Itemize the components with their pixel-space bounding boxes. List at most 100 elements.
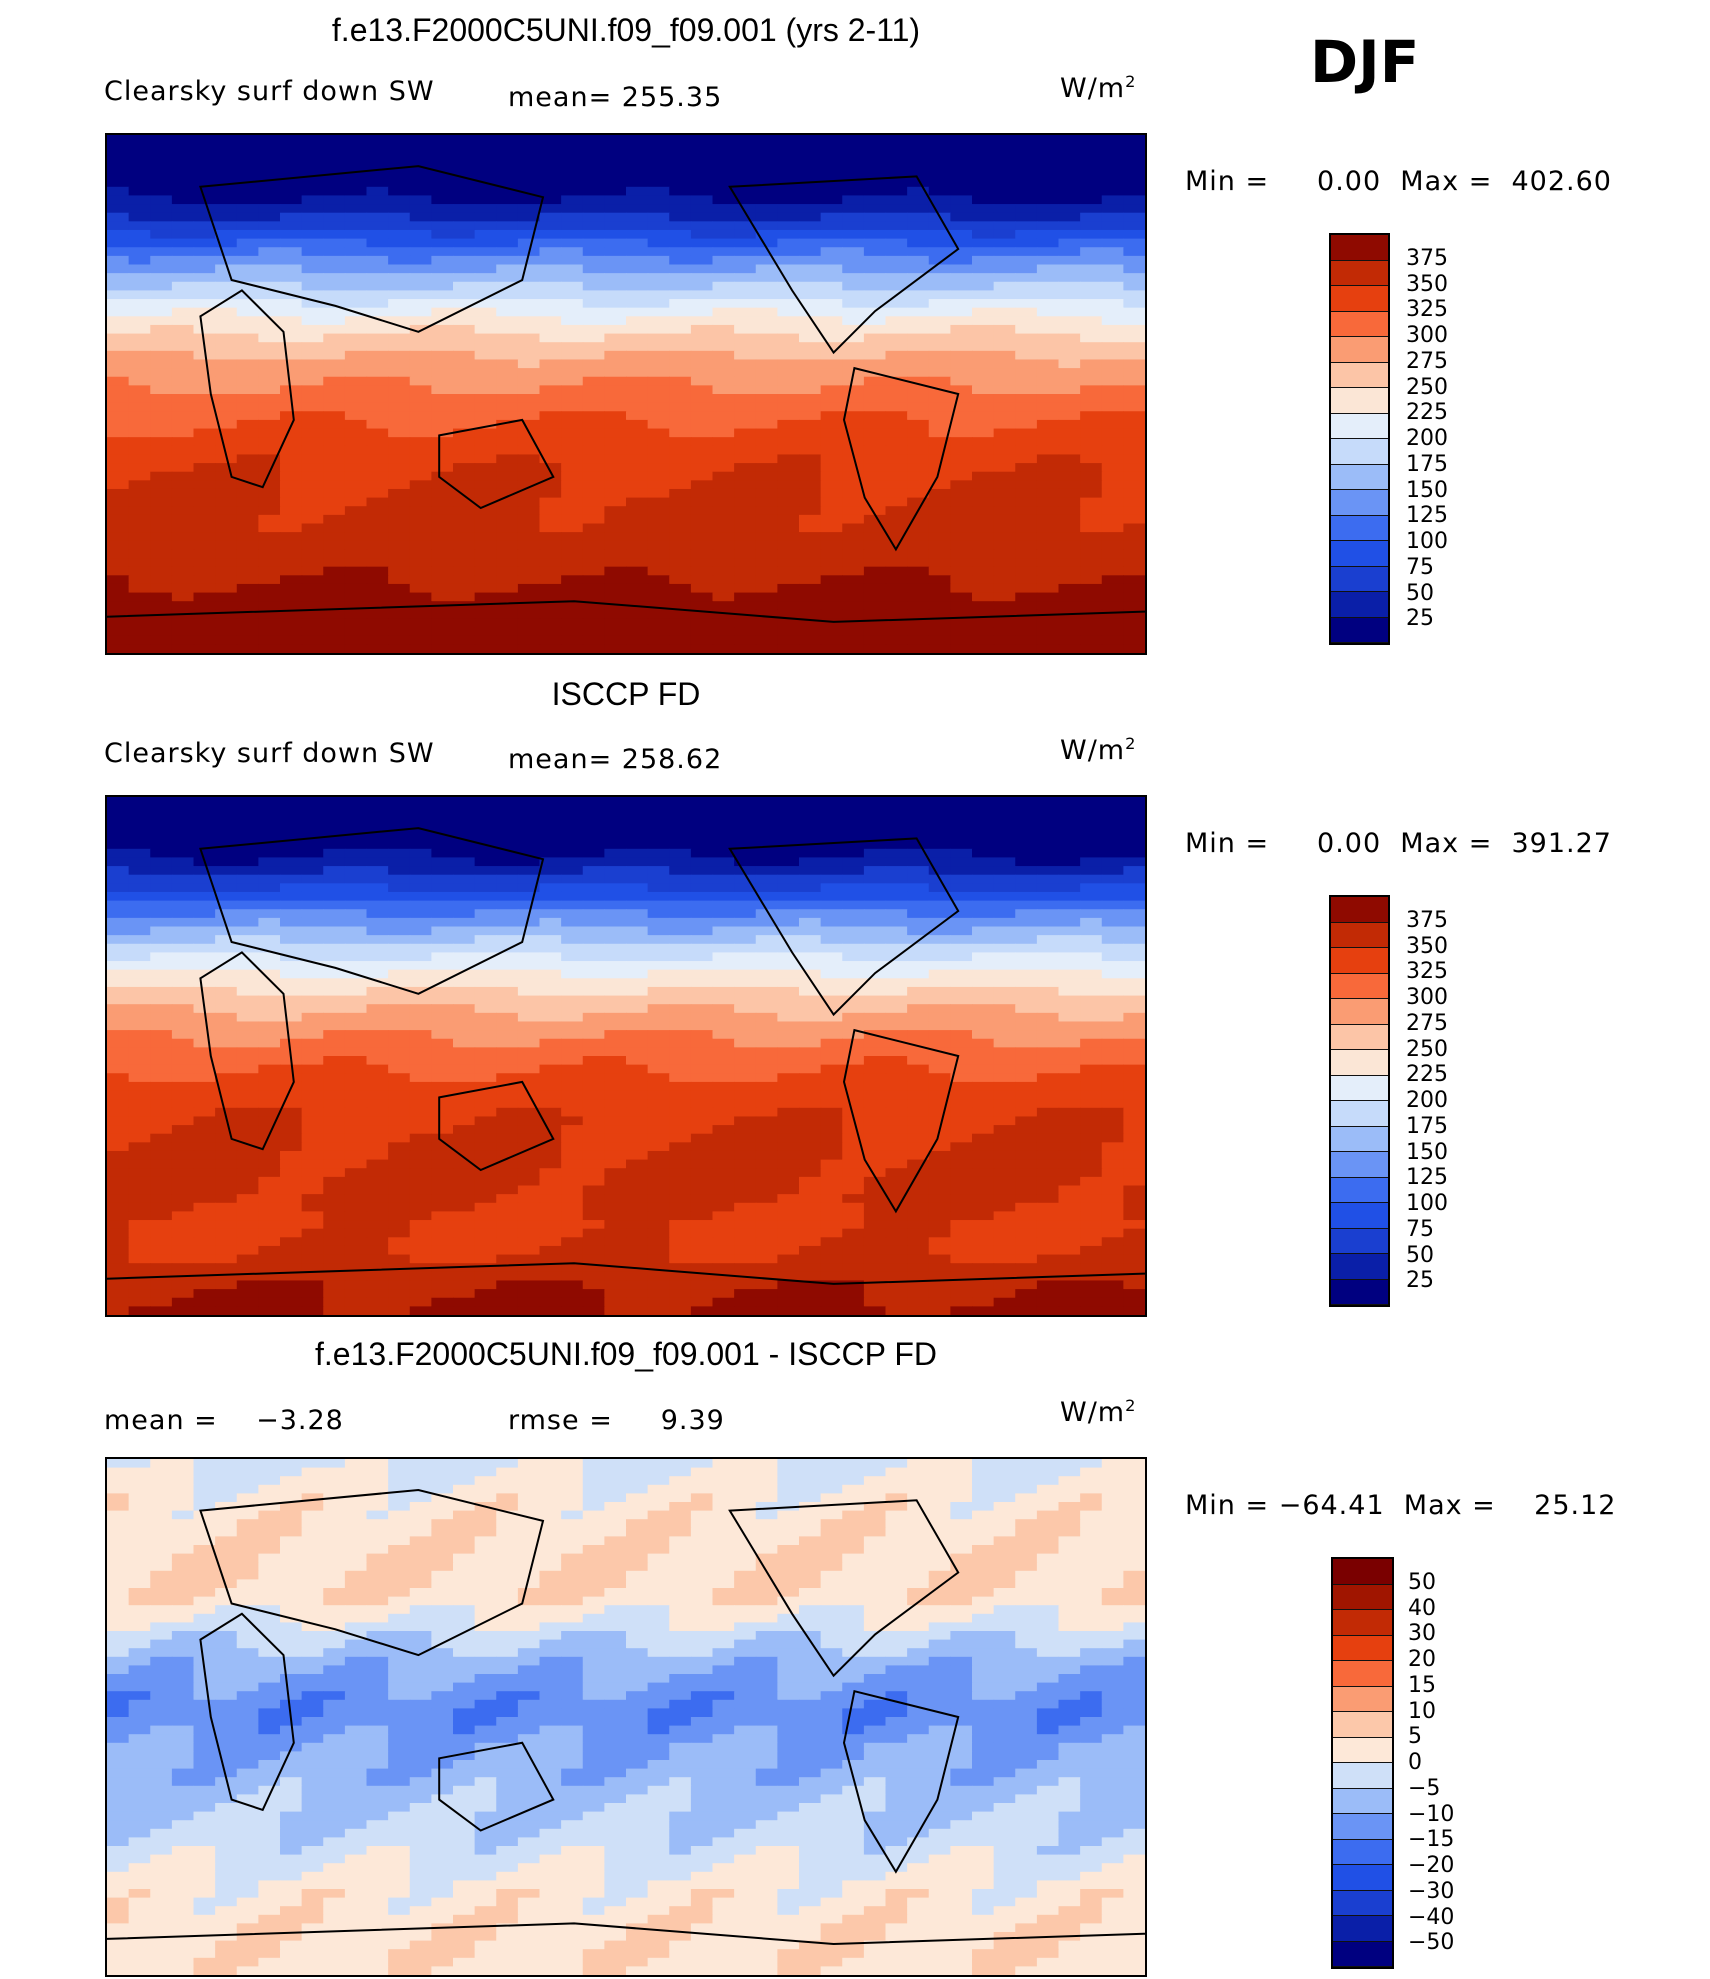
heatmap-cell xyxy=(582,575,605,585)
heatmap-cell xyxy=(496,299,519,309)
heatmap-cell xyxy=(150,1116,173,1126)
heatmap-cell xyxy=(863,212,887,222)
heatmap-cell xyxy=(236,1090,259,1100)
heatmap-cell xyxy=(626,1021,649,1031)
heatmap-cell xyxy=(539,454,562,464)
heatmap-cell xyxy=(280,978,303,988)
heatmap-cell xyxy=(582,532,605,542)
heatmap-cell xyxy=(301,583,324,594)
heatmap-cell xyxy=(755,627,778,637)
heatmap-cell xyxy=(323,1099,346,1109)
heatmap-cell xyxy=(517,1142,541,1152)
heatmap-cell xyxy=(496,1038,519,1048)
heatmap-cell xyxy=(734,797,757,807)
heatmap-cell xyxy=(604,152,627,162)
heatmap-cell xyxy=(734,376,757,386)
heatmap-cell xyxy=(344,1142,368,1152)
heatmap-cell xyxy=(1036,857,1060,867)
heatmap-cell xyxy=(777,290,800,300)
heatmap-cell xyxy=(1101,831,1124,841)
heatmap-cell xyxy=(690,866,714,876)
heatmap-cell xyxy=(1080,831,1103,841)
heatmap-cell xyxy=(755,961,778,971)
heatmap-cell xyxy=(171,273,195,283)
heatmap-cell xyxy=(496,471,519,481)
heatmap-cell xyxy=(755,471,778,481)
heatmap-cell xyxy=(236,805,259,815)
heatmap-cell xyxy=(193,627,216,637)
heatmap-cell xyxy=(409,644,432,653)
heatmap-cell xyxy=(820,917,843,928)
heatmap-cell xyxy=(1015,307,1038,317)
heatmap-cell xyxy=(517,986,541,997)
heatmap-cell xyxy=(323,797,346,807)
heatmap-cell xyxy=(1058,506,1081,516)
heatmap-cell xyxy=(453,135,476,145)
heatmap-cell xyxy=(734,583,757,594)
heatmap-cell xyxy=(690,900,714,910)
heatmap-cell xyxy=(885,247,908,257)
heatmap-cell xyxy=(626,497,649,507)
heatmap-cell xyxy=(1058,169,1081,179)
heatmap-cell xyxy=(496,635,519,645)
heatmap-cell xyxy=(517,506,541,516)
heatmap-cell xyxy=(885,273,908,283)
heatmap-cell xyxy=(236,532,259,542)
heatmap-cell xyxy=(431,247,454,257)
heatmap-cell xyxy=(626,618,649,628)
heatmap-cell xyxy=(842,635,865,645)
heatmap-cell xyxy=(755,419,778,430)
heatmap-cell xyxy=(1058,549,1081,559)
heatmap-cell xyxy=(863,575,887,585)
heatmap-cell xyxy=(366,394,389,404)
heatmap-cell xyxy=(344,281,368,291)
heatmap-cell xyxy=(323,316,346,326)
heatmap-cell xyxy=(258,506,281,516)
heatmap-cell xyxy=(777,917,800,928)
heatmap-cell xyxy=(453,583,476,594)
heatmap-cell xyxy=(972,1030,995,1040)
heatmap-cell xyxy=(690,1099,714,1109)
heatmap-cell xyxy=(863,797,887,807)
heatmap-cell xyxy=(323,1107,346,1118)
heatmap-cell xyxy=(517,814,541,824)
heatmap-cell xyxy=(128,152,151,162)
heatmap-cell xyxy=(301,255,324,266)
heatmap-cell xyxy=(972,169,995,179)
heatmap-cell xyxy=(453,247,476,257)
heatmap-cell xyxy=(690,152,714,162)
panel-1-units: W/m2 xyxy=(1060,72,1137,104)
heatmap-cell xyxy=(171,514,195,525)
heatmap-cell xyxy=(1058,995,1081,1005)
heatmap-cell xyxy=(323,874,346,884)
colorbar-segment xyxy=(1331,311,1388,337)
heatmap-cell xyxy=(1058,471,1081,481)
heatmap-cell xyxy=(820,135,843,145)
heatmap-cell xyxy=(993,1038,1016,1048)
heatmap-cell xyxy=(820,402,843,412)
heatmap-cell xyxy=(215,1142,238,1152)
heatmap-cell xyxy=(928,1090,951,1100)
heatmap-cell xyxy=(755,178,778,188)
heatmap-cell xyxy=(604,186,627,197)
heatmap-cell xyxy=(734,419,757,430)
heatmap-cell xyxy=(1036,926,1060,936)
heatmap-cell xyxy=(561,290,584,300)
heatmap-cell xyxy=(301,601,324,611)
heatmap-cell xyxy=(1101,814,1124,824)
heatmap-cell xyxy=(777,463,800,473)
heatmap-cell xyxy=(972,229,995,240)
heatmap-cell xyxy=(885,1056,908,1066)
heatmap-cell xyxy=(755,1056,778,1066)
heatmap-cell xyxy=(993,307,1016,317)
heatmap-cell xyxy=(950,609,973,620)
heatmap-cell xyxy=(280,463,303,473)
heatmap-cell xyxy=(582,883,605,893)
heatmap-cell xyxy=(561,514,584,525)
heatmap-cell xyxy=(431,891,454,902)
heatmap-cell xyxy=(517,874,541,884)
heatmap-cell xyxy=(258,1064,281,1074)
heatmap-cell xyxy=(1101,961,1124,971)
heatmap-cell xyxy=(993,281,1016,291)
heatmap-cell xyxy=(215,909,238,919)
